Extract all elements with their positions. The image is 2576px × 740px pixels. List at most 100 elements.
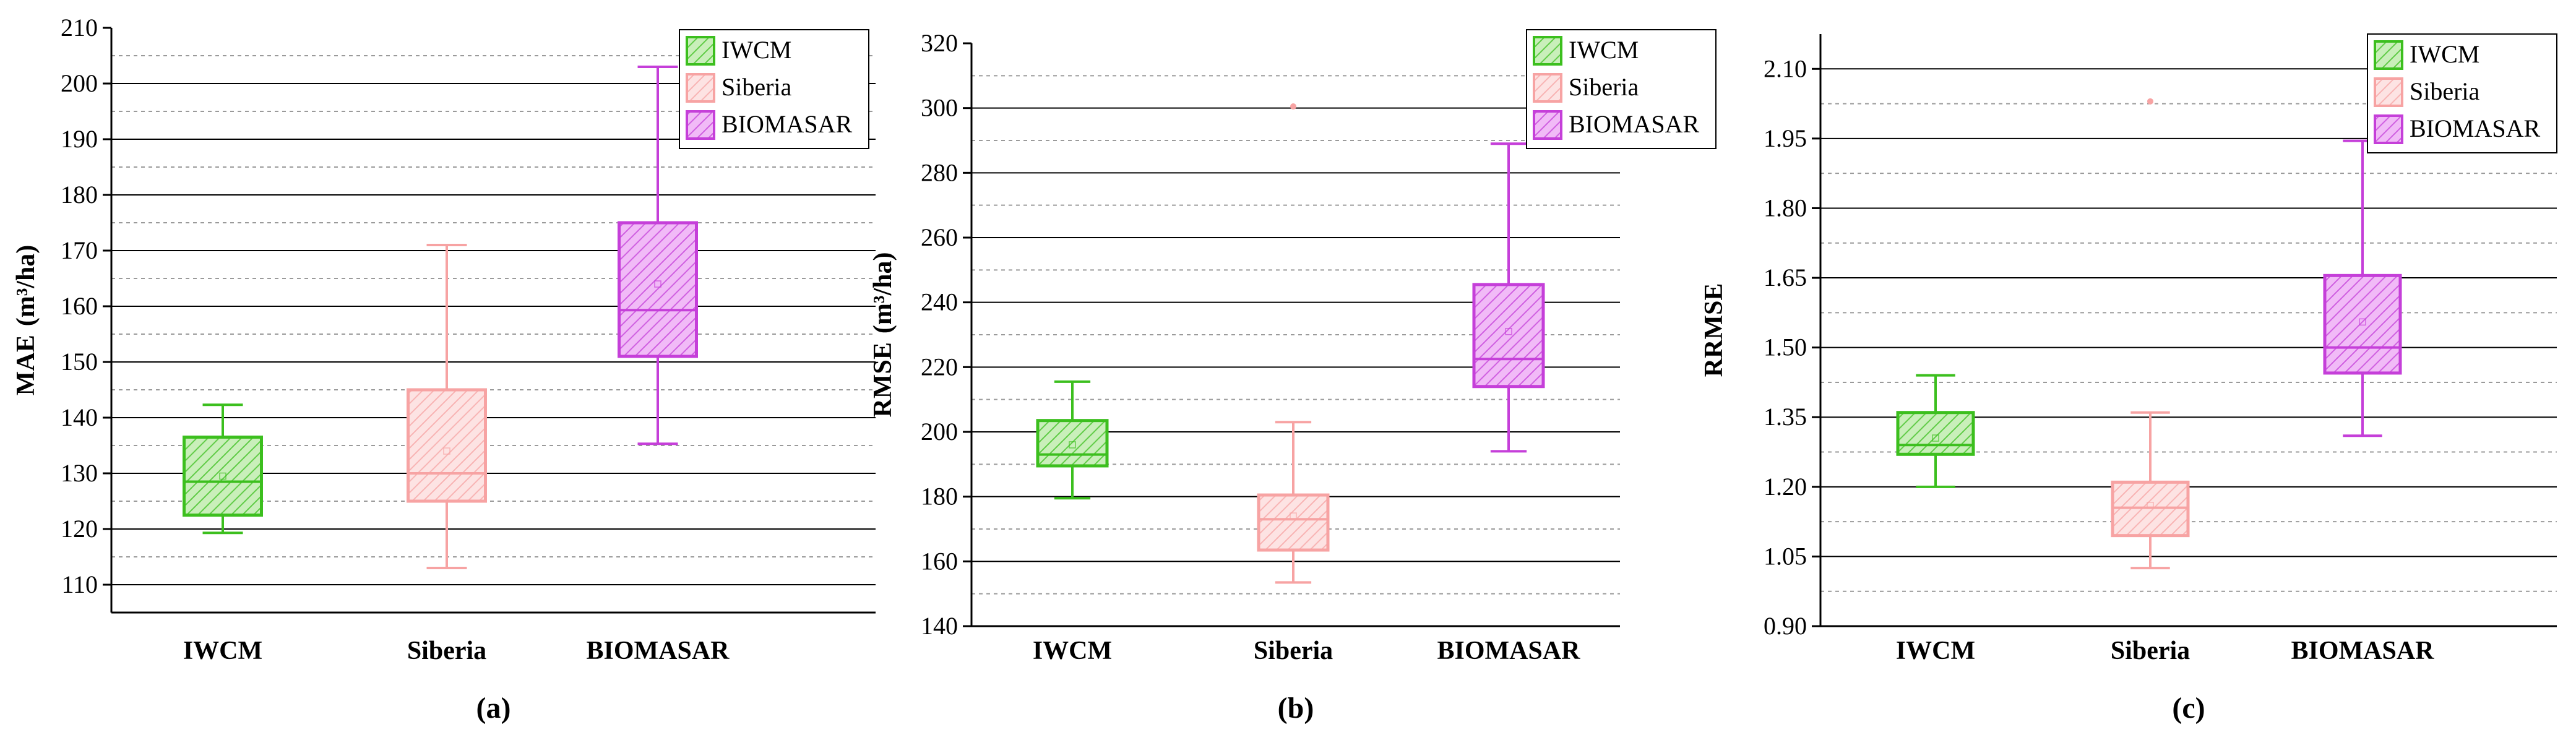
y-tick-label: 1.35	[1764, 403, 1807, 431]
x-category-label: Siberia	[407, 637, 486, 665]
legend: IWCM Siberia BIOMASAR	[2367, 33, 2557, 153]
x-category-label: BIOMASAR	[586, 637, 730, 665]
y-axis-title-main: MAE	[12, 335, 40, 395]
y-tick-label: 140	[921, 612, 958, 640]
x-category-label: Siberia	[1254, 637, 1333, 665]
box-siberia	[407, 244, 487, 569]
y-tick-label: 1.05	[1764, 542, 1807, 570]
y-tick-label: 160	[61, 292, 98, 320]
legend: IWCM Siberia BIOMASAR	[1526, 29, 1717, 149]
legend-label-biomasar: BIOMASAR	[2410, 114, 2540, 142]
y-axis-title: RRMSE	[1700, 283, 1728, 377]
legend-swatch-biomasar	[2374, 114, 2403, 144]
legend-swatch-iwcm	[686, 36, 715, 66]
legend-swatch-biomasar	[686, 110, 715, 140]
box-biomasar	[1472, 142, 1545, 453]
box-iqr	[1896, 411, 1975, 456]
box-iqr	[183, 436, 263, 517]
mean-marker	[1505, 328, 1512, 335]
mean-marker	[1932, 434, 1939, 442]
legend-swatch-siberia	[686, 73, 715, 103]
panel-label: (b)	[1278, 692, 1314, 725]
y-tick-label: 170	[61, 236, 98, 264]
legend-label-siberia: Siberia	[1569, 73, 1639, 101]
y-tick-label: 180	[61, 181, 98, 209]
legend-label-biomasar: BIOMASAR	[1569, 110, 1699, 138]
mean-marker	[1069, 441, 1076, 449]
legend-swatch-iwcm	[2374, 40, 2403, 70]
y-tick-label: 200	[921, 418, 958, 445]
y-axis-title-unit: (m³/ha)	[12, 245, 40, 327]
panel-label: (a)	[476, 692, 511, 725]
box-iwcm	[1896, 374, 1975, 488]
box-iqr	[2323, 273, 2402, 375]
panel-label: (c)	[2172, 692, 2205, 725]
y-tick-label: 210	[61, 14, 98, 41]
y-tick-label: 140	[61, 403, 98, 431]
legend-swatch-siberia	[2374, 77, 2403, 107]
y-tick-label: 2.10	[1764, 54, 1807, 82]
mean-marker	[1290, 512, 1297, 520]
y-tick-label: 110	[61, 570, 98, 598]
outlier-point	[1290, 103, 1296, 110]
y-axis-title-main: RMSE	[869, 342, 897, 417]
y-axis-title: MAE (m³/ha)	[12, 245, 40, 396]
y-tick-label: 300	[921, 94, 958, 122]
y-tick-label: 280	[921, 158, 958, 186]
y-tick-label: 130	[61, 459, 98, 487]
x-category-label: IWCM	[1033, 637, 1112, 665]
x-category-label: BIOMASAR	[1437, 637, 1580, 665]
y-tick-label: 190	[61, 125, 98, 153]
legend-label-iwcm: IWCM	[2410, 40, 2479, 68]
mean-marker	[443, 447, 450, 455]
legend: IWCM Siberia BIOMASAR	[679, 29, 869, 149]
y-tick-label: 0.90	[1764, 612, 1807, 640]
box-iwcm	[183, 403, 263, 535]
mean-marker	[2359, 318, 2366, 326]
box-siberia	[2111, 98, 2190, 570]
legend-swatch-siberia	[1533, 73, 1562, 103]
box-biomasar	[618, 66, 698, 445]
legend-label-siberia: Siberia	[722, 73, 792, 101]
y-tick-label: 320	[921, 29, 958, 57]
y-tick-label: 1.20	[1764, 473, 1807, 501]
box-siberia	[1257, 103, 1330, 584]
x-category-label: Siberia	[2111, 637, 2190, 665]
y-tick-label: 1.95	[1764, 124, 1807, 152]
mean-marker	[2147, 502, 2154, 509]
y-tick-label: 1.50	[1764, 333, 1807, 361]
legend-label-biomasar: BIOMASAR	[722, 110, 852, 138]
y-tick-label: 160	[921, 547, 958, 575]
y-tick-label: 220	[921, 353, 958, 381]
box-iqr	[407, 388, 487, 503]
y-tick-label: 1.65	[1764, 264, 1807, 291]
y-tick-label: 180	[921, 483, 958, 510]
legend-label-siberia: Siberia	[2410, 77, 2480, 105]
box-iqr	[1036, 419, 1109, 468]
chart-rrmse: 0.90 1.05 1.20 1.35 1.50 1.65 1.80 1.95 2.10 RRMS…	[1700, 33, 2557, 725]
y-tick-label: 200	[61, 69, 98, 97]
chart-mae: 110 120 130 140 150 160 170 180 190 200 210 MAE (m³/…	[12, 14, 876, 725]
y-axis-title-unit: (m³/ha)	[869, 252, 897, 334]
y-tick-label: 260	[921, 223, 958, 251]
y-tick-label: 120	[61, 515, 98, 543]
chart-rmse: 140 160 180 200 220 240 260 280 300 320 RMSE (m³/ha…	[869, 29, 1717, 725]
legend-label-iwcm: IWCM	[1569, 36, 1639, 64]
x-category-label: IWCM	[1896, 637, 1975, 665]
box-iqr	[1257, 493, 1330, 552]
box-biomasar	[2323, 139, 2402, 437]
legend-swatch-iwcm	[1533, 36, 1562, 66]
legend-swatch-biomasar	[1533, 110, 1562, 140]
y-axis-title-main: RRMSE	[1700, 283, 1728, 377]
y-tick-label: 150	[61, 348, 98, 376]
y-tick-label: 1.80	[1764, 194, 1807, 222]
y-axis-title: RMSE (m³/ha)	[869, 252, 897, 418]
outlier-point	[2147, 98, 2153, 105]
box-iqr	[618, 221, 698, 358]
box-iwcm	[1036, 380, 1109, 500]
mean-marker	[654, 280, 661, 288]
legend-label-iwcm: IWCM	[722, 36, 791, 64]
mean-marker	[219, 472, 226, 480]
x-category-label: IWCM	[183, 637, 262, 665]
